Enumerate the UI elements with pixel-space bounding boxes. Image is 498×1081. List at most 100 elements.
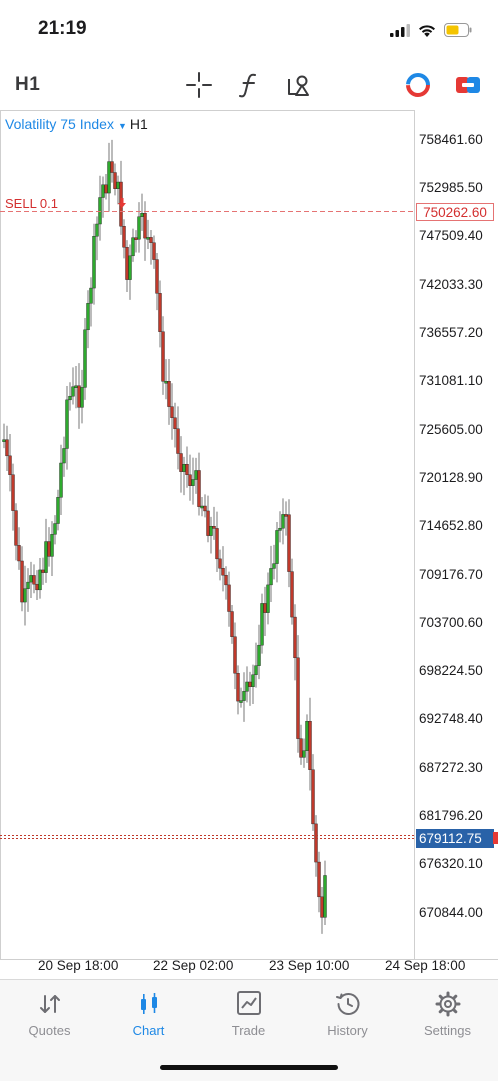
price-axis-label: 670844.00 <box>419 905 483 920</box>
candle-body <box>5 439 9 457</box>
candle-body <box>305 721 309 751</box>
tab-chart[interactable]: Chart <box>99 980 198 1050</box>
candle-body <box>134 237 138 240</box>
price-axis-label: 681796.20 <box>419 808 483 823</box>
candle-body <box>140 213 144 217</box>
tab-settings[interactable]: Settings <box>398 980 497 1050</box>
sell-order-label[interactable]: SELL 0.1 <box>5 196 59 211</box>
one-click-trading-icon[interactable] <box>403 70 433 100</box>
trade-panel-icon[interactable] <box>453 70 483 100</box>
candle-body <box>11 474 15 511</box>
candle-body <box>296 657 300 739</box>
candle-body <box>14 510 18 546</box>
price-axis-label: 692748.40 <box>419 711 483 726</box>
current-price-label: 679112.75 <box>416 829 494 848</box>
sell-arrow-stem <box>120 198 124 204</box>
candle-body <box>230 611 234 637</box>
candle-body <box>65 399 69 449</box>
candle-body <box>167 381 171 407</box>
candle-body <box>146 237 150 240</box>
candle-body <box>86 303 90 331</box>
candle-body <box>173 417 177 429</box>
candle-body <box>317 861 321 898</box>
chart-icon <box>141 993 157 1014</box>
candle-body <box>56 497 60 524</box>
candle-body <box>254 665 258 675</box>
candle-body <box>188 474 192 486</box>
candle-body <box>77 385 81 408</box>
candle-body <box>26 581 30 589</box>
price-axis-label: 725605.00 <box>419 422 483 437</box>
candle-body <box>323 875 327 918</box>
candle-body <box>113 172 117 189</box>
chevron-down-icon[interactable]: ▼ <box>117 121 127 131</box>
candle-body <box>287 514 291 572</box>
candle-body <box>149 237 153 243</box>
price-axis-label: 709176.70 <box>419 567 483 582</box>
candle-body <box>224 574 228 586</box>
tab-label: Chart <box>132 1023 165 1038</box>
chart-area[interactable]: Volatility 75 Index ▼ H1 SELL 0.1 750262.6… <box>0 110 498 978</box>
candle-body <box>272 563 276 569</box>
candle-body <box>179 453 183 472</box>
candle-body <box>89 287 93 304</box>
candle-body <box>194 470 198 480</box>
function-icon[interactable] <box>235 70 265 100</box>
time-axis-label: 22 Sep 02:00 <box>153 958 234 973</box>
candle-body <box>257 644 261 666</box>
candle-body <box>314 823 318 863</box>
candle-body <box>80 387 84 408</box>
price-axis-label: 687272.30 <box>419 760 483 775</box>
candle-body <box>263 603 267 613</box>
candle-body <box>50 534 54 557</box>
history-icon <box>336 993 360 1015</box>
candle-body <box>299 738 303 758</box>
quotes-icon <box>40 995 60 1013</box>
time-axis-label: 23 Sep 10:00 <box>269 958 350 973</box>
candle-body <box>71 386 75 397</box>
timeframe-button[interactable]: H1 <box>15 74 41 95</box>
candle-body <box>23 588 27 603</box>
candle-body <box>245 681 249 692</box>
candle-body <box>233 636 237 674</box>
crosshair-icon[interactable] <box>184 70 214 100</box>
price-axis-label: 676320.10 <box>419 856 483 871</box>
candle-body <box>59 462 63 498</box>
candle-body <box>98 197 102 225</box>
price-chart[interactable] <box>0 110 498 978</box>
candle-body <box>227 584 231 612</box>
status-bar: 21:19 <box>0 0 498 60</box>
symbol-timeframe: H1 <box>129 116 148 132</box>
candle-body <box>62 448 66 464</box>
candle-body <box>107 161 111 194</box>
objects-icon[interactable] <box>284 70 314 100</box>
tab-history[interactable]: History <box>298 980 397 1050</box>
candle-body <box>203 505 207 512</box>
tab-quotes[interactable]: Quotes <box>0 980 99 1050</box>
candle-body <box>131 237 135 257</box>
symbol-name[interactable]: Volatility 75 Index <box>5 116 114 132</box>
candle-body <box>236 673 240 702</box>
candle-body <box>191 479 195 486</box>
price-axis-label: 703700.60 <box>419 615 483 630</box>
candle-body <box>92 236 96 289</box>
candle-body <box>128 255 132 280</box>
status-time: 21:19 <box>38 18 87 39</box>
battery-icon <box>444 23 472 37</box>
candle-body <box>143 213 147 239</box>
tab-trade[interactable]: Trade <box>199 980 298 1050</box>
price-axis-label: 720128.90 <box>419 470 483 485</box>
wifi-icon <box>419 24 435 37</box>
candle-body <box>164 381 168 384</box>
time-axis-label: 24 Sep 18:00 <box>385 958 466 973</box>
candle-body <box>152 242 156 260</box>
candle-body <box>158 293 162 332</box>
sell-order-price: 750262.60 <box>416 203 494 221</box>
candle-body <box>290 571 294 618</box>
candle-body <box>221 568 225 576</box>
candle-body <box>209 526 213 536</box>
tab-label: History <box>327 1023 368 1038</box>
chart-toolbar: H1 <box>0 62 498 108</box>
symbol-selector[interactable]: Volatility 75 Index ▼ H1 <box>5 116 148 132</box>
candle-body <box>83 329 87 388</box>
